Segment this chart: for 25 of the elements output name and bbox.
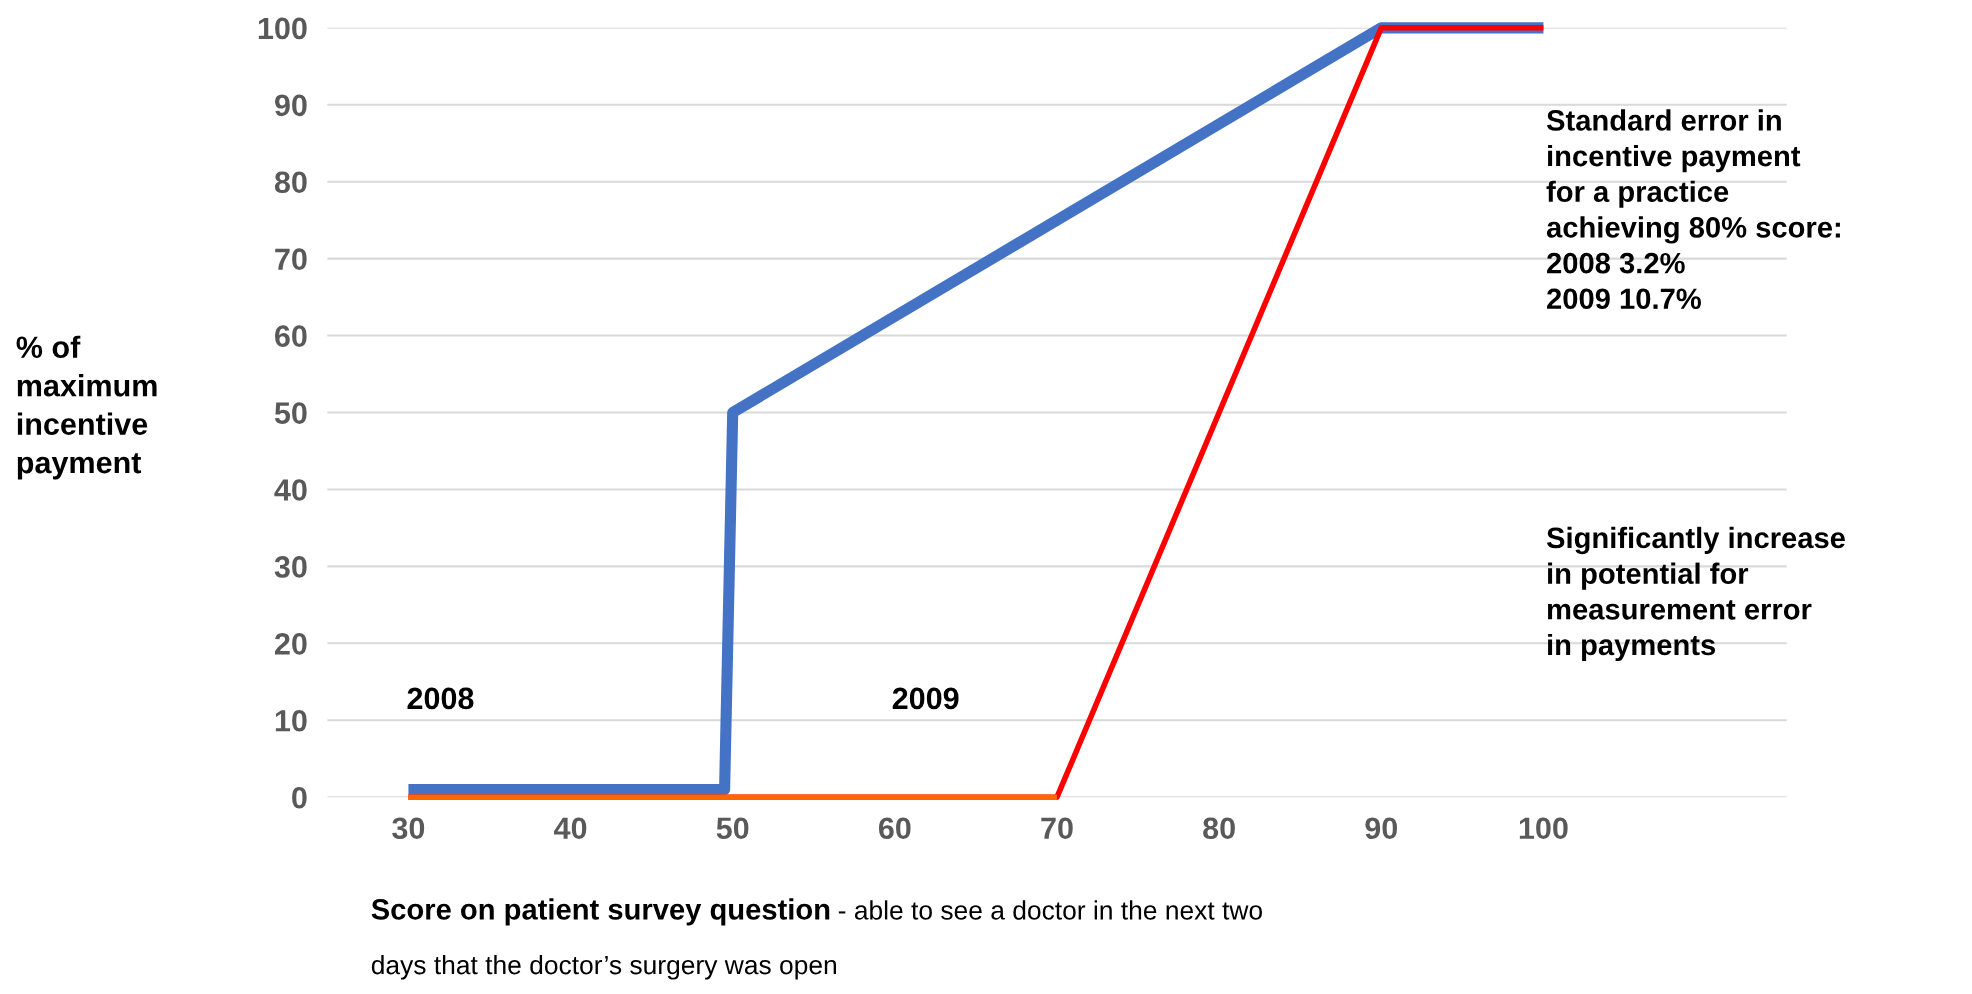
x-tick-label: 90: [1365, 817, 1398, 840]
y-tick-label: 10: [275, 709, 307, 732]
y-tick-label: 0: [292, 786, 307, 809]
annotation: 2008: [407, 687, 474, 710]
text: Score on patient survey question - able to see a doctor in the next two days that the doctor’s surgery was open: [371, 898, 1262, 980]
y-tick-label: 100: [258, 17, 307, 40]
y-tick-label: 70: [275, 248, 307, 271]
x-tick-label: 100: [1519, 817, 1568, 840]
x-tick-label: 30: [392, 817, 425, 840]
x-tick-label: 80: [1203, 817, 1235, 840]
x-tick-label: 60: [878, 817, 911, 840]
annotation: Standard error in incentive payment for a practice achieving 80% score: 2008 3.2% 2009 10.7%: [1546, 109, 1840, 310]
y-tick-label: 30: [274, 556, 307, 578]
annotation: 2009: [892, 687, 959, 710]
y-tick-label: 80: [274, 171, 307, 194]
x-tick-label: 40: [554, 817, 587, 840]
y-tick-label: 50: [274, 402, 307, 424]
y-tick-label: 20: [274, 633, 307, 655]
y-tick-label: 90: [274, 94, 307, 117]
x-tick-label: 70: [1041, 817, 1073, 840]
y-axis-title: % of maximum incentive payment: [16, 335, 157, 480]
x-tick-label: 50: [716, 817, 749, 840]
y-tick-label: 40: [274, 479, 307, 501]
y-tick-label: 60: [275, 325, 307, 347]
annotation: Significantly increase in potential for measurement error in payments: [1546, 526, 1845, 662]
